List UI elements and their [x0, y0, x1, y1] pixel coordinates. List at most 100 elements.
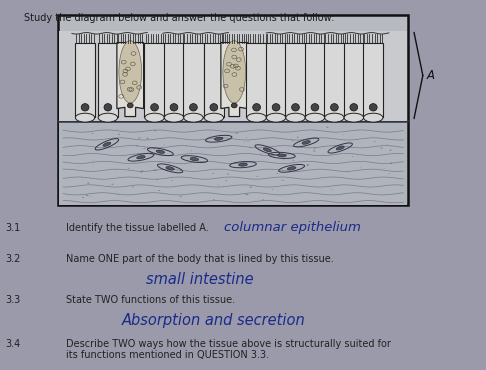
- Ellipse shape: [245, 194, 247, 195]
- Ellipse shape: [141, 170, 143, 171]
- Ellipse shape: [132, 186, 134, 187]
- Ellipse shape: [156, 150, 165, 154]
- Ellipse shape: [347, 172, 348, 173]
- Text: State TWO functions of this tissue.: State TWO functions of this tissue.: [66, 295, 235, 305]
- Ellipse shape: [305, 113, 325, 122]
- Bar: [59, 121, 407, 205]
- Ellipse shape: [307, 164, 309, 165]
- Ellipse shape: [344, 113, 364, 122]
- Ellipse shape: [226, 180, 227, 181]
- Ellipse shape: [389, 149, 392, 151]
- Ellipse shape: [210, 104, 218, 111]
- Ellipse shape: [151, 104, 158, 111]
- Ellipse shape: [82, 197, 84, 198]
- Ellipse shape: [314, 148, 316, 149]
- Ellipse shape: [336, 146, 344, 150]
- Ellipse shape: [159, 166, 160, 167]
- Ellipse shape: [191, 150, 192, 151]
- Ellipse shape: [272, 189, 273, 190]
- Text: Identify the tissue labelled A.: Identify the tissue labelled A.: [66, 222, 208, 233]
- Ellipse shape: [250, 187, 252, 188]
- Ellipse shape: [287, 166, 296, 170]
- Ellipse shape: [311, 104, 319, 111]
- Ellipse shape: [93, 160, 94, 161]
- Ellipse shape: [91, 133, 93, 134]
- Ellipse shape: [212, 173, 214, 174]
- Ellipse shape: [156, 179, 158, 180]
- Ellipse shape: [179, 196, 182, 197]
- Ellipse shape: [140, 171, 142, 172]
- Ellipse shape: [127, 103, 133, 108]
- Ellipse shape: [266, 113, 286, 122]
- Ellipse shape: [190, 158, 199, 161]
- Ellipse shape: [297, 171, 298, 172]
- Ellipse shape: [277, 173, 278, 174]
- Ellipse shape: [184, 113, 203, 122]
- Text: 3.4: 3.4: [5, 339, 20, 349]
- Ellipse shape: [170, 104, 178, 111]
- Ellipse shape: [214, 137, 223, 140]
- Ellipse shape: [390, 163, 392, 164]
- Ellipse shape: [103, 142, 111, 147]
- Bar: [363, 43, 383, 117]
- Ellipse shape: [166, 166, 174, 170]
- Ellipse shape: [253, 104, 260, 111]
- Ellipse shape: [239, 163, 247, 166]
- Ellipse shape: [383, 168, 384, 169]
- Ellipse shape: [164, 113, 184, 122]
- Ellipse shape: [236, 133, 238, 134]
- Ellipse shape: [154, 170, 156, 171]
- Text: 3.3: 3.3: [5, 295, 20, 305]
- Ellipse shape: [247, 194, 248, 195]
- Bar: [58, 15, 408, 205]
- Ellipse shape: [306, 165, 308, 166]
- Bar: [204, 43, 224, 117]
- Ellipse shape: [158, 190, 160, 191]
- Ellipse shape: [313, 151, 315, 152]
- Ellipse shape: [350, 104, 358, 111]
- Ellipse shape: [75, 113, 95, 122]
- Bar: [246, 43, 267, 117]
- Bar: [183, 43, 204, 117]
- Ellipse shape: [296, 137, 299, 138]
- Ellipse shape: [153, 169, 155, 170]
- Ellipse shape: [87, 182, 89, 184]
- Ellipse shape: [154, 130, 156, 131]
- Bar: [285, 43, 306, 117]
- Ellipse shape: [119, 41, 141, 103]
- Ellipse shape: [263, 148, 271, 152]
- Ellipse shape: [246, 137, 247, 138]
- Polygon shape: [221, 43, 247, 117]
- Ellipse shape: [111, 184, 113, 185]
- Ellipse shape: [360, 167, 361, 168]
- Ellipse shape: [81, 104, 89, 111]
- Bar: [75, 43, 95, 117]
- Ellipse shape: [249, 147, 251, 148]
- Ellipse shape: [325, 113, 344, 122]
- Ellipse shape: [286, 113, 305, 122]
- Ellipse shape: [364, 113, 383, 122]
- Text: Absorption and secretion: Absorption and secretion: [122, 313, 305, 327]
- Ellipse shape: [146, 138, 149, 139]
- Ellipse shape: [388, 173, 390, 174]
- Ellipse shape: [190, 104, 197, 111]
- Ellipse shape: [139, 137, 140, 138]
- Text: A: A: [427, 69, 434, 82]
- Text: small intestine: small intestine: [146, 272, 253, 287]
- Bar: [266, 43, 286, 117]
- Ellipse shape: [302, 141, 311, 144]
- Ellipse shape: [330, 104, 338, 111]
- Ellipse shape: [118, 134, 120, 135]
- Ellipse shape: [292, 104, 299, 111]
- Ellipse shape: [204, 113, 224, 122]
- Ellipse shape: [326, 127, 329, 128]
- Ellipse shape: [292, 140, 294, 141]
- Ellipse shape: [272, 104, 280, 111]
- Ellipse shape: [171, 169, 173, 170]
- Text: Describe TWO ways how the tissue above is structurally suited for
its functions : Describe TWO ways how the tissue above i…: [66, 339, 390, 360]
- Ellipse shape: [143, 148, 145, 149]
- Ellipse shape: [231, 103, 237, 108]
- Text: 3.1: 3.1: [5, 222, 20, 233]
- Ellipse shape: [109, 185, 110, 186]
- Ellipse shape: [374, 141, 376, 142]
